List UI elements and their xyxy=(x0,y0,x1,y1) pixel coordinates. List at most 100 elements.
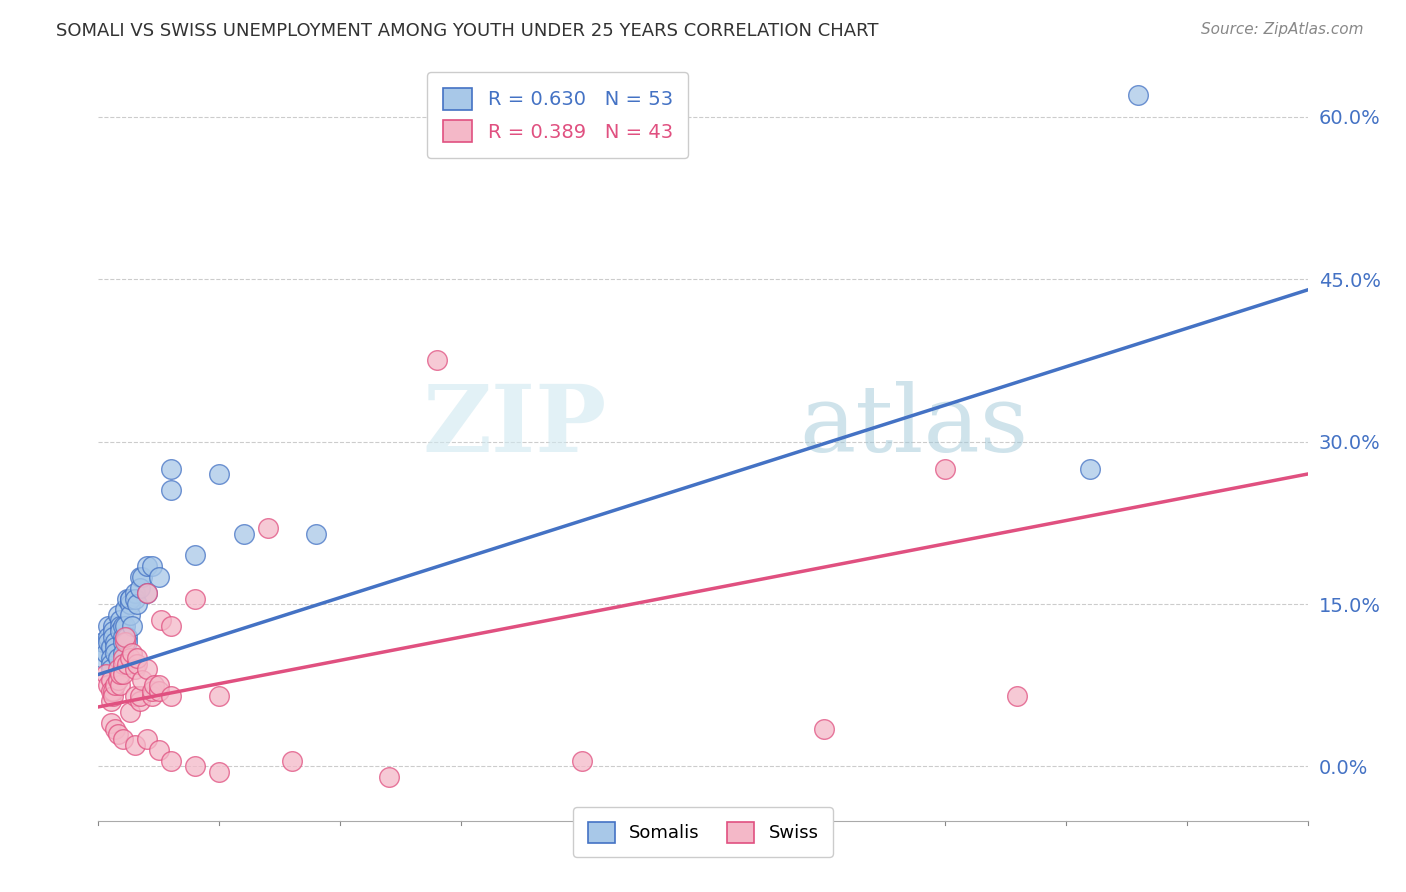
Point xyxy=(135,586,157,600)
Point xyxy=(100,673,122,687)
Point xyxy=(100,683,122,698)
Point xyxy=(117,657,139,671)
Text: SOMALI VS SWISS UNEMPLOYMENT AMONG YOUTH UNDER 25 YEARS CORRELATION CHART: SOMALI VS SWISS UNEMPLOYMENT AMONG YOUTH… xyxy=(56,22,879,40)
Point xyxy=(124,662,146,676)
Point xyxy=(148,570,170,584)
Point xyxy=(118,591,141,606)
Point xyxy=(111,651,134,665)
Point xyxy=(571,754,593,768)
Text: ZIP: ZIP xyxy=(422,382,606,471)
Point xyxy=(160,689,183,703)
Point xyxy=(107,727,129,741)
Point xyxy=(97,635,120,649)
Point xyxy=(117,630,139,644)
Point xyxy=(97,630,120,644)
Point xyxy=(184,591,207,606)
Point xyxy=(124,591,146,606)
Point xyxy=(148,743,170,757)
Point xyxy=(813,722,835,736)
Point xyxy=(107,662,129,676)
Point xyxy=(1078,461,1101,475)
Point xyxy=(135,586,157,600)
Point xyxy=(100,662,122,676)
Point xyxy=(104,646,127,660)
Point xyxy=(111,635,134,649)
Point xyxy=(111,732,134,747)
Point xyxy=(108,613,131,627)
Point xyxy=(160,461,183,475)
Point xyxy=(118,651,141,665)
Point xyxy=(128,694,150,708)
Point xyxy=(117,591,139,606)
Point xyxy=(426,353,449,368)
Point xyxy=(148,678,170,692)
Point xyxy=(114,630,136,644)
Point xyxy=(118,597,141,611)
Point xyxy=(100,651,122,665)
Point xyxy=(160,754,183,768)
Point xyxy=(232,526,254,541)
Point xyxy=(114,618,136,632)
Point xyxy=(94,646,117,660)
Point xyxy=(114,635,136,649)
Point xyxy=(150,613,173,627)
Point xyxy=(118,591,141,606)
Point xyxy=(100,716,122,731)
Point xyxy=(135,732,157,747)
Point xyxy=(128,570,150,584)
Legend: Somalis, Swiss: Somalis, Swiss xyxy=(574,807,832,857)
Point xyxy=(135,559,157,574)
Point xyxy=(111,618,134,632)
Point xyxy=(91,651,114,665)
Point xyxy=(104,635,127,649)
Point xyxy=(305,526,328,541)
Point xyxy=(127,597,149,611)
Point xyxy=(107,651,129,665)
Point xyxy=(141,689,163,703)
Point xyxy=(97,678,120,692)
Point xyxy=(101,683,124,698)
Point xyxy=(128,581,150,595)
Point xyxy=(377,770,399,784)
Point xyxy=(108,678,131,692)
Point xyxy=(208,689,231,703)
Point xyxy=(208,467,231,481)
Point xyxy=(101,689,124,703)
Point xyxy=(114,602,136,616)
Point xyxy=(111,646,134,660)
Point xyxy=(101,630,124,644)
Point xyxy=(118,607,141,622)
Point xyxy=(124,689,146,703)
Point xyxy=(121,646,143,660)
Point xyxy=(111,667,134,681)
Point xyxy=(117,635,139,649)
Point xyxy=(1128,87,1150,102)
Point xyxy=(111,657,134,671)
Point xyxy=(148,683,170,698)
Point xyxy=(101,624,124,639)
Point xyxy=(256,521,278,535)
Point xyxy=(111,630,134,644)
Point xyxy=(108,624,131,639)
Point xyxy=(104,678,127,692)
Point xyxy=(141,683,163,698)
Point xyxy=(934,461,956,475)
Point xyxy=(100,694,122,708)
Point xyxy=(107,607,129,622)
Point xyxy=(124,586,146,600)
Point xyxy=(160,483,183,498)
Point xyxy=(135,662,157,676)
Point xyxy=(101,618,124,632)
Point xyxy=(208,764,231,779)
Text: atlas: atlas xyxy=(800,382,1029,471)
Point xyxy=(141,559,163,574)
Point xyxy=(124,738,146,752)
Text: Source: ZipAtlas.com: Source: ZipAtlas.com xyxy=(1201,22,1364,37)
Point xyxy=(100,657,122,671)
Point xyxy=(107,673,129,687)
Point xyxy=(184,548,207,563)
Point xyxy=(127,651,149,665)
Point xyxy=(127,657,149,671)
Point xyxy=(97,618,120,632)
Point xyxy=(1007,689,1029,703)
